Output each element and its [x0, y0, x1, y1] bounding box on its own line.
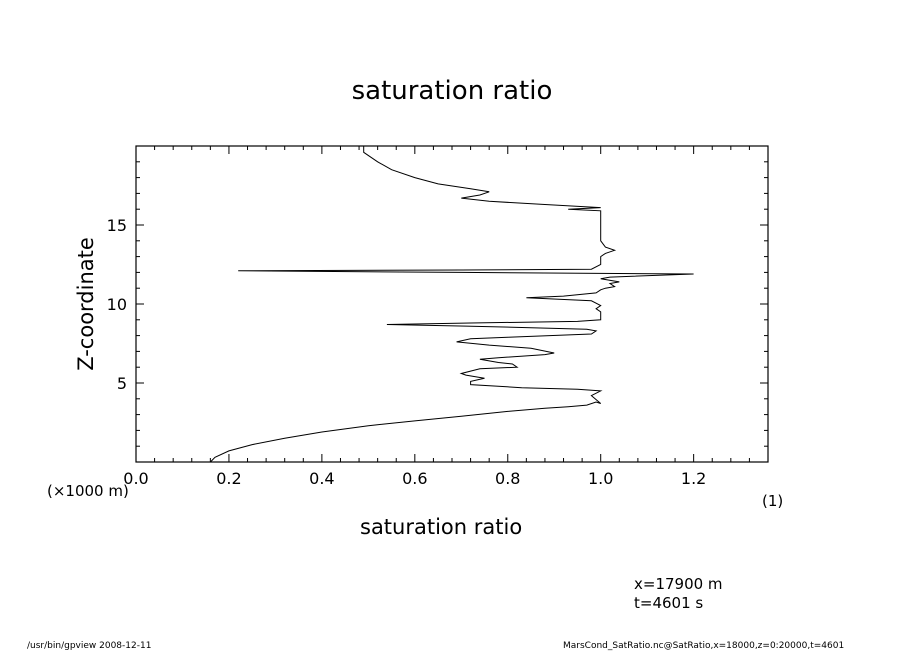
x-axis-label: saturation ratio — [360, 515, 523, 539]
y-axis-unit: (×1000 m) — [47, 482, 129, 500]
tick-labels: 0.0 0.2 0.4 0.6 0.8 1.0 1.2 5 10 15 — [107, 216, 707, 488]
x-tick-label: 1.0 — [588, 469, 613, 488]
y-tick-label: 15 — [107, 216, 127, 235]
x-tick-label: 1.2 — [681, 469, 706, 488]
y-axis-label: Z-coordinate — [74, 237, 98, 371]
x-tick-label: 0.6 — [402, 469, 427, 488]
y-tick-label: 10 — [107, 295, 127, 314]
tick-marks — [135, 145, 769, 463]
x-tick-label: 0.0 — [123, 469, 148, 488]
footer-command-date: /usr/bin/gpview 2008-12-11 — [27, 641, 152, 651]
x-tick-label: 0.8 — [495, 469, 520, 488]
y-tick-label: 5 — [117, 374, 127, 393]
time-annotation: t=4601 s — [634, 594, 704, 612]
chart-title: saturation ratio — [351, 76, 553, 106]
x-axis-unit: (1) — [762, 492, 784, 510]
footer-source: MarsCond_SatRatio.nc@SatRatio,x=18000,z=… — [563, 641, 845, 651]
plot-frame — [135, 145, 769, 463]
series-line — [210, 146, 694, 463]
x-tick-label: 0.2 — [216, 469, 241, 488]
x-position-annotation: x=17900 m — [634, 575, 723, 593]
x-tick-label: 0.4 — [309, 469, 334, 488]
